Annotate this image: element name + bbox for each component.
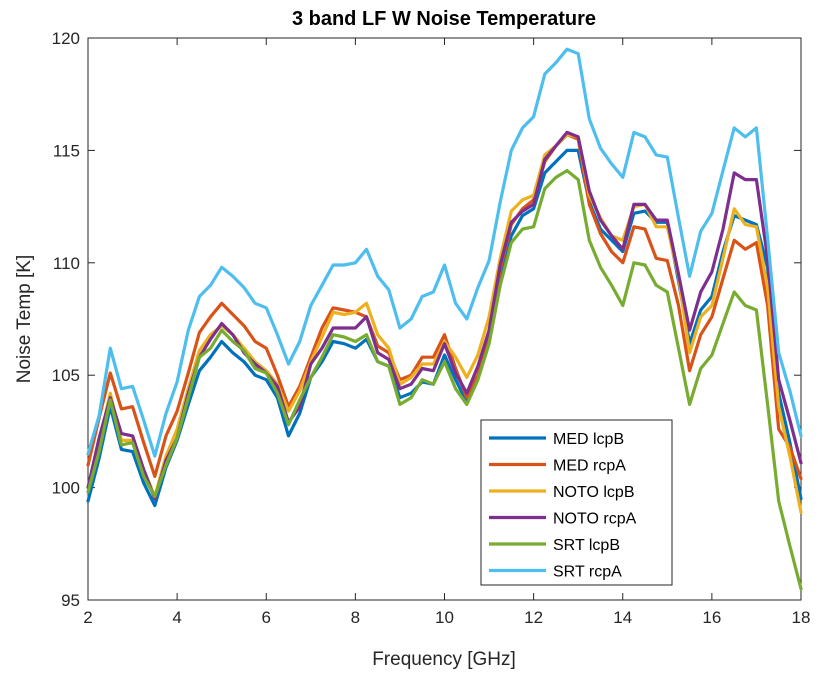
series-line-med-rcpa (86, 133, 803, 481)
y-tick-label: 115 (53, 141, 80, 160)
axis-ticks: 2 4 6 8 10 12 14 16 18 95 100 105 110 115 120 (52, 29, 811, 627)
series-line-srt-rcpa (86, 47, 803, 458)
x-tick-label: 10 (435, 608, 454, 627)
chart-title: 3 band LF W Noise Temperature (292, 8, 596, 30)
legend-label: NOTO lcpB (553, 484, 635, 501)
legend-label: MED rcpA (553, 458, 626, 475)
legend: MED lcpB MED rcpA NOTO lcpB NOTO rcpA SRT lc… (480, 419, 673, 586)
series-line-noto-rcpa (86, 130, 803, 501)
legend-label: NOTO rcpA (553, 511, 637, 528)
x-tick-label: 18 (792, 608, 811, 627)
y-tick-label: 105 (52, 366, 80, 385)
series-line-srt-lcpb (86, 169, 803, 591)
y-tick-label: 120 (52, 29, 80, 48)
x-tick-label: 16 (702, 608, 721, 627)
x-tick-label: 12 (524, 608, 543, 627)
x-tick-label: 2 (83, 608, 92, 627)
y-tick-label: 100 (52, 479, 80, 498)
x-axis-label: Frequency [GHz] (372, 649, 516, 670)
x-tick-label: 6 (262, 608, 271, 627)
y-tick-label: 110 (53, 254, 80, 273)
legend-box (480, 419, 673, 586)
y-tick-label: 95 (61, 591, 80, 610)
legend-label: SRT lcpB (553, 537, 620, 554)
legend-label: MED lcpB (553, 431, 624, 448)
x-tick-label: 4 (172, 608, 181, 627)
x-tick-label: 8 (351, 608, 360, 627)
legend-label: SRT rcpA (553, 564, 622, 581)
x-tick-label: 14 (613, 608, 632, 627)
series-line-noto-lcpb (86, 133, 803, 514)
y-axis-label: Noise Temp [K] (14, 255, 35, 383)
series-lines (86, 47, 803, 591)
